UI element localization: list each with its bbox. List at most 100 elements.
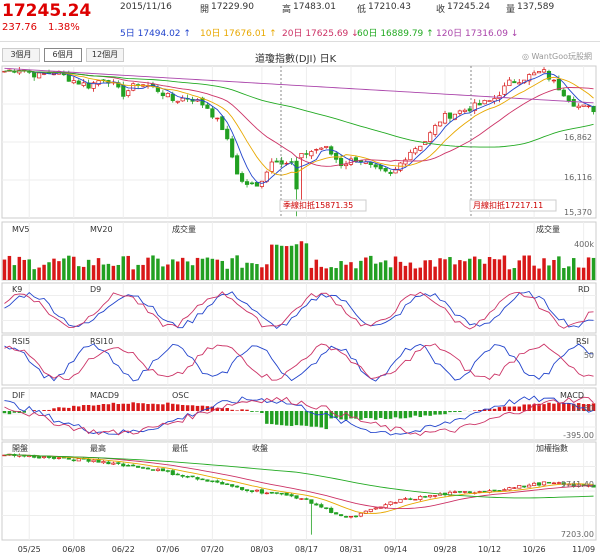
price-candle [269, 161, 274, 172]
volume-bar [220, 260, 225, 280]
osc-bar [255, 411, 259, 412]
osc-bar [126, 403, 130, 411]
price-candle [472, 102, 477, 111]
osc-bar [200, 405, 205, 411]
ma5-line [4, 70, 594, 184]
high-value: 17483.01 [293, 2, 336, 12]
taiex-candle [319, 504, 324, 508]
taiex-candle [338, 514, 344, 517]
tab-6-months[interactable]: 6個月 [44, 48, 82, 62]
volume-bar [17, 256, 22, 280]
taiex-title-label: 加權指數 [536, 443, 568, 453]
price-candle [413, 148, 418, 154]
osc-bar [62, 407, 66, 411]
osc-bar [438, 411, 442, 415]
taiex-candle [210, 480, 215, 483]
osc-bar [91, 405, 96, 411]
volume-bar [571, 258, 576, 280]
taiex-ohlc-label-2: 最低 [172, 443, 188, 453]
osc-bar [96, 404, 101, 411]
watermark-text: WantGoo玩股網 [531, 52, 593, 61]
price-candle [121, 85, 126, 97]
taiex-candle [309, 499, 314, 504]
osc-bar [81, 405, 86, 411]
taiex-candle [467, 491, 472, 493]
osc-bar [586, 404, 591, 411]
volume-bar [418, 267, 423, 280]
ma-value: 17494.02 ↑ [137, 29, 191, 39]
osc-bar [195, 405, 200, 411]
taiex-candle [215, 480, 220, 483]
volume-bar [250, 263, 254, 280]
ma10-line [4, 70, 594, 176]
taiex-candle [373, 507, 378, 510]
taiex-candle [239, 487, 245, 490]
osc-bar [532, 404, 536, 411]
osc-bar [47, 409, 51, 411]
price-candle [512, 81, 517, 84]
osc-bar [52, 408, 56, 411]
price-candle [254, 182, 260, 187]
osc-bar [161, 404, 165, 411]
taiex-ma60-line [4, 454, 594, 499]
last-price: 17245.24 [2, 1, 92, 21]
volume-bar [146, 257, 150, 280]
osc-bar [156, 404, 160, 411]
volume-bar [393, 256, 398, 280]
osc-bar [413, 411, 418, 416]
volume-bar [339, 261, 343, 280]
volume-bar [270, 244, 274, 280]
price-candle [175, 100, 180, 103]
price-candle [571, 99, 576, 107]
volume-bar [438, 258, 442, 280]
osc-bar [344, 411, 348, 420]
osc-bar [369, 411, 373, 419]
ma-4-readout: 120日 17316.09 ↓ [436, 26, 518, 39]
volume-bar [37, 267, 41, 280]
volume-bar [428, 260, 432, 280]
price-candle [299, 153, 304, 159]
volume-bar [294, 244, 299, 280]
taiex-candle [249, 490, 255, 492]
taiex-ma20-line [4, 454, 594, 510]
taiex-candle [279, 492, 284, 495]
price-candle [27, 71, 32, 73]
x-tick-label: 10/12 [478, 545, 501, 554]
taiex-candle [136, 465, 141, 468]
logo-icon: ◎ [521, 52, 529, 61]
taiex-candle [462, 491, 467, 493]
taiex-candle [408, 498, 413, 500]
volume-bar [195, 257, 200, 280]
taiex-candle [433, 495, 438, 497]
osc-bar [329, 411, 333, 419]
price-candle [527, 74, 532, 82]
price-candle [368, 161, 373, 165]
taiex-candle [452, 491, 458, 493]
volume-bar [448, 257, 452, 280]
tab-12-months[interactable]: 12個月 [86, 48, 124, 62]
volume-bar [185, 261, 190, 280]
price-candle [403, 159, 408, 165]
osc-bar [136, 403, 140, 411]
taiex-candle [180, 474, 185, 477]
tab-3-months[interactable]: 3個月 [2, 48, 40, 62]
osc-bar [319, 411, 324, 428]
price-candle [279, 160, 284, 165]
osc-bar [284, 411, 289, 426]
ma-2-readout: 20日 17625.69 ↓ [282, 26, 359, 39]
osc-bar [210, 406, 215, 411]
taiex-candle [126, 464, 131, 467]
taiex-candle [106, 461, 111, 465]
high-label: 高 [282, 5, 292, 15]
volume-bar [274, 244, 279, 280]
osc-bar [576, 403, 581, 411]
osc-bar [522, 404, 526, 411]
price-candle [487, 100, 492, 102]
taiex-candle [353, 515, 359, 518]
price-candle [556, 78, 561, 91]
volume-bar [369, 255, 373, 280]
volume-bar [47, 262, 51, 280]
taiex-candle [225, 483, 230, 486]
d9-label: D9 [90, 285, 101, 294]
taiex-candle [190, 475, 195, 478]
